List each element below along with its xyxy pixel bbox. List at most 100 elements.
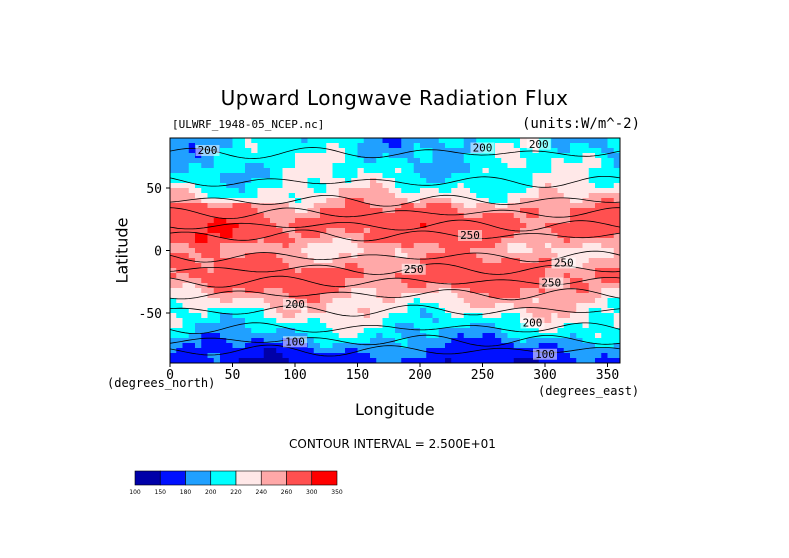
field-cell <box>463 148 471 154</box>
field-cell <box>276 348 284 354</box>
field-cell <box>357 333 365 339</box>
field-cell <box>282 218 290 224</box>
field-cell <box>188 193 196 199</box>
field-cell <box>326 278 334 284</box>
field-cell <box>407 298 415 304</box>
field-cell <box>407 178 415 184</box>
field-cell <box>520 168 527 174</box>
field-cell <box>288 278 296 284</box>
field-cell <box>545 328 552 334</box>
field-cell <box>282 153 290 159</box>
field-cell <box>476 288 484 294</box>
field-cell <box>501 213 509 219</box>
field-cell <box>426 348 434 354</box>
field-cell <box>495 323 502 329</box>
field-cell <box>207 303 215 309</box>
field-cell <box>351 183 359 189</box>
field-cell <box>420 318 427 324</box>
field-cell <box>420 298 427 304</box>
field-cell <box>438 253 446 259</box>
field-cell <box>476 273 484 279</box>
field-cell <box>176 168 184 174</box>
field-cell <box>463 318 471 324</box>
field-cell <box>557 288 565 294</box>
field-cell <box>582 153 590 159</box>
field-cell <box>207 188 215 194</box>
field-cell <box>588 258 596 264</box>
field-cell <box>257 138 265 144</box>
field-cell <box>295 218 302 224</box>
field-cell <box>176 223 184 229</box>
field-cell <box>501 178 509 184</box>
field-cell <box>488 268 496 274</box>
field-cell <box>213 318 221 324</box>
field-cell <box>495 218 502 224</box>
field-cell <box>263 163 271 169</box>
field-cell <box>357 328 365 334</box>
field-cell <box>576 148 584 154</box>
field-cell <box>401 178 409 184</box>
field-cell <box>338 238 346 244</box>
field-cell <box>182 248 190 254</box>
field-cell <box>232 328 240 334</box>
field-cell <box>601 298 609 304</box>
field-cell <box>213 193 221 199</box>
field-cell <box>607 153 615 159</box>
field-cell <box>363 343 371 349</box>
field-cell <box>420 358 427 363</box>
field-cell <box>451 313 459 319</box>
field-cell <box>332 203 340 209</box>
field-cell <box>176 188 184 194</box>
field-cell <box>407 313 415 319</box>
field-cell <box>245 233 252 239</box>
field-cell <box>545 343 552 349</box>
field-cell <box>426 188 434 194</box>
field-cell <box>457 138 465 144</box>
field-cell <box>251 183 259 189</box>
field-cell <box>370 193 377 199</box>
field-cell <box>613 243 620 249</box>
field-cell <box>351 168 359 174</box>
field-cell <box>245 173 252 179</box>
field-cell <box>363 283 371 289</box>
field-cell <box>238 358 246 363</box>
field-cell <box>470 243 477 249</box>
field-cell <box>207 238 215 244</box>
field-cell <box>388 313 396 319</box>
field-cell <box>288 138 296 144</box>
field-cell <box>338 188 346 194</box>
field-cell <box>251 178 259 184</box>
field-cell <box>188 268 196 274</box>
field-cell <box>607 323 615 329</box>
field-cell <box>520 313 527 319</box>
field-cell <box>357 203 365 209</box>
field-cell <box>288 288 296 294</box>
field-cell <box>407 228 415 234</box>
field-cell <box>282 268 290 274</box>
field-cell <box>451 243 459 249</box>
field-cell <box>426 148 434 154</box>
field-cell <box>557 158 565 164</box>
field-cell <box>270 258 277 264</box>
field-cell <box>338 183 346 189</box>
field-cell <box>207 298 215 304</box>
field-cell <box>420 288 427 294</box>
field-cell <box>432 168 440 174</box>
field-cell <box>545 188 552 194</box>
field-cell <box>432 323 440 329</box>
field-cell <box>582 148 590 154</box>
field-cell <box>520 308 527 314</box>
field-cell <box>595 303 602 309</box>
field-cell <box>307 298 315 304</box>
field-cell <box>432 293 440 299</box>
field-cell <box>320 248 327 254</box>
field-cell <box>532 283 540 289</box>
field-cell <box>413 293 421 299</box>
field-cell <box>538 313 546 319</box>
field-cell <box>570 178 577 184</box>
field-cell <box>232 258 240 264</box>
field-cell <box>295 198 302 204</box>
field-cell <box>501 168 509 174</box>
field-cell <box>513 148 521 154</box>
field-cell <box>232 168 240 174</box>
